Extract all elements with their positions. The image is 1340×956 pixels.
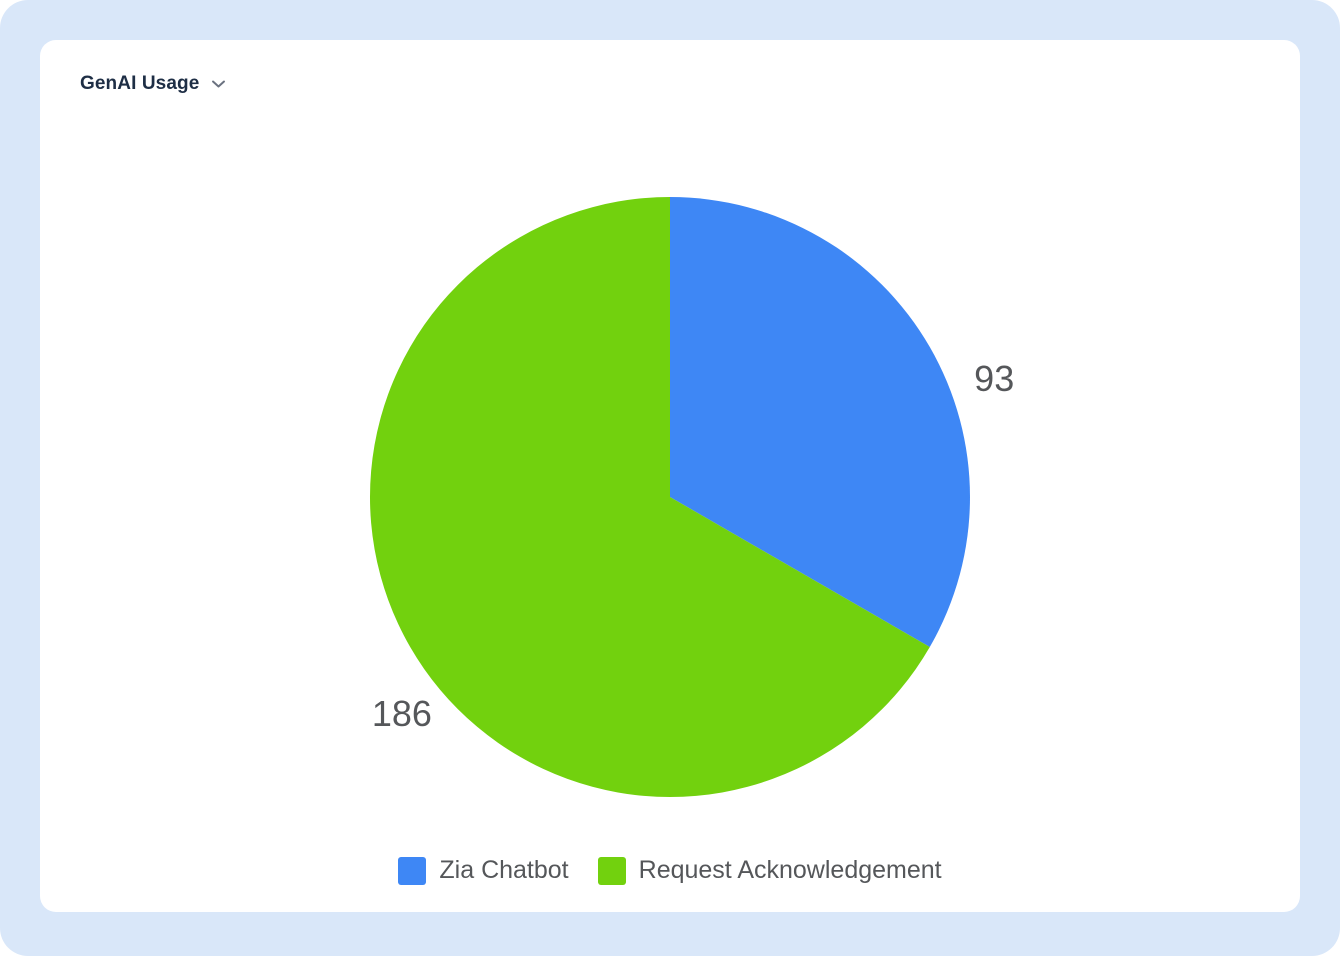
genai-usage-card: GenAI Usage 93 186 Zia Chatbot Request Ack… (40, 40, 1300, 912)
chevron-down-icon (211, 79, 226, 89)
card-header: GenAI Usage (80, 68, 226, 100)
widget-title-dropdown[interactable]: GenAI Usage (80, 73, 226, 95)
legend-swatch-zia-chatbot (398, 856, 427, 885)
widget-title: GenAI Usage (80, 73, 200, 94)
pie-slice-value-label: 93 (974, 358, 1014, 399)
legend-label: Zia Chatbot (439, 856, 569, 884)
legend-swatch-request-acknowledgement (597, 856, 626, 885)
pie-slice-zia-chatbot[interactable] (670, 197, 970, 647)
pie-chart: 93 186 (369, 196, 1014, 797)
legend-label: Request Acknowledgement (638, 856, 942, 884)
pie-slice-value-label: 186 (372, 693, 432, 734)
pie-slice-request-acknowledgement[interactable] (369, 196, 930, 797)
legend-item-zia-chatbot[interactable]: Zia Chatbot (398, 856, 569, 885)
chart-legend: Zia Chatbot Request Acknowledgement (40, 856, 1300, 885)
legend-item-request-acknowledgement[interactable]: Request Acknowledgement (597, 856, 942, 885)
